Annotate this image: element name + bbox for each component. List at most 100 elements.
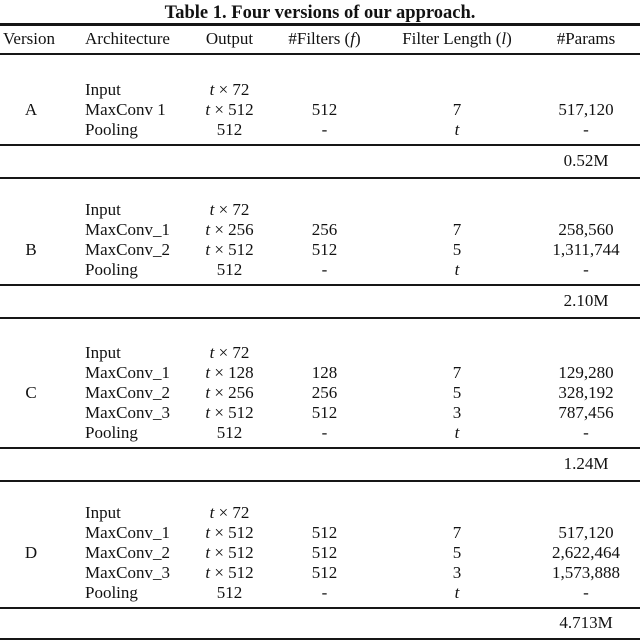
params-cell: - [583, 120, 589, 139]
filter-length-cell [382, 343, 532, 363]
filter-length-cell: 7 [452, 363, 462, 382]
params-cell: 328,192 [558, 383, 614, 402]
output-cell: 512 [216, 120, 243, 139]
version-section: D Input t × 72 MaxConv_1 t × 512 512 7 517,120 M… [0, 482, 640, 640]
architecture-cell: MaxConv_2 [85, 240, 170, 259]
output-cell: t × 512 [205, 100, 254, 119]
filters-cell: 128 [311, 363, 338, 382]
params-cell [532, 80, 640, 100]
summary-row: 0.52M [0, 146, 640, 177]
section-rule [0, 479, 640, 482]
section-rows: B Input t × 72 MaxConv_1 t × 256 256 7 258,560 M… [0, 179, 640, 284]
section-total: 1.24M [563, 454, 609, 473]
filter-length-cell [382, 80, 532, 100]
architecture-cell: Pooling [85, 260, 138, 279]
architecture-cell: Pooling [85, 583, 138, 602]
params-cell: 787,456 [558, 403, 614, 422]
version-label: D [24, 543, 38, 562]
filter-length-cell: 7 [452, 220, 462, 239]
summary-divider [0, 447, 640, 449]
version-section: C Input t × 72 MaxConv_1 t × 128 128 7 129,280 M… [0, 319, 640, 482]
architecture-cell: Pooling [85, 120, 138, 139]
filter-length-cell: 7 [452, 523, 462, 542]
filter-length-cell: t [454, 423, 460, 442]
column-header-params: #Params [556, 29, 616, 48]
section-rule [0, 637, 640, 640]
section-rule [0, 316, 640, 319]
version-label: A [24, 100, 38, 119]
architecture-cell: MaxConv_2 [85, 383, 170, 402]
filters-cell: 512 [311, 523, 338, 542]
filters-cell: 512 [311, 240, 338, 259]
summary-row: 1.24M [0, 449, 640, 480]
params-cell: - [583, 423, 589, 442]
params-cell: 1,573,888 [552, 563, 620, 582]
output-cell: 512 [216, 583, 243, 602]
column-header-filters: #Filters (f) [288, 29, 361, 48]
summary-divider [0, 284, 640, 286]
filters-cell: - [321, 120, 328, 139]
summary-row: 2.10M [0, 286, 640, 317]
output-cell: t × 512 [205, 240, 254, 259]
version-label: C [25, 383, 37, 402]
filter-length-cell [382, 200, 532, 220]
architecture-cell: MaxConv_1 [85, 220, 170, 239]
output-cell: t × 256 [205, 220, 254, 239]
filters-cell [267, 80, 382, 100]
section-rule [0, 176, 640, 179]
params-cell: 1,311,744 [552, 240, 620, 259]
filters-cell: - [321, 423, 328, 442]
output-cell: 512 [216, 423, 243, 442]
params-cell: - [583, 260, 589, 279]
params-cell [532, 343, 640, 363]
section-total: 4.713M [559, 613, 613, 632]
filters-cell: 256 [311, 383, 338, 402]
architecture-cell: MaxConv_3 [85, 563, 170, 582]
output-cell: t × 72 [209, 200, 250, 219]
column-header-architecture: Architecture [85, 29, 170, 48]
section-rows: D Input t × 72 MaxConv_1 t × 512 512 7 517,120 M… [0, 482, 640, 607]
filters-cell [267, 200, 382, 220]
architecture-cell: MaxConv 1 [85, 100, 166, 119]
output-cell: t × 128 [205, 363, 254, 382]
filters-cell: 512 [311, 403, 338, 422]
summary-row: 4.713M [0, 609, 640, 638]
filter-length-cell: t [454, 120, 460, 139]
filter-length-cell: t [454, 260, 460, 279]
architecture-cell: MaxConv_1 [85, 363, 170, 382]
params-cell [532, 503, 640, 523]
filters-cell: 512 [311, 543, 338, 562]
header-row: Version Architecture Output #Filters (f)… [0, 26, 640, 53]
filter-length-cell: 5 [452, 383, 462, 402]
column-header-filter-length: Filter Length (l) [402, 29, 512, 48]
output-cell: t × 72 [209, 343, 250, 362]
output-cell: t × 512 [205, 403, 254, 422]
params-cell: 258,560 [558, 220, 614, 239]
params-cell: 2,622,464 [552, 543, 620, 562]
summary-divider [0, 144, 640, 146]
output-cell: t × 72 [209, 503, 250, 522]
architecture-cell: Input [85, 200, 121, 219]
column-header-output: Output [205, 29, 254, 48]
output-cell: t × 72 [209, 80, 250, 99]
summary-divider [0, 607, 640, 609]
header-rule [0, 52, 640, 55]
filter-length-cell: 3 [452, 563, 462, 582]
output-cell: t × 512 [205, 563, 254, 582]
output-cell: t × 512 [205, 523, 254, 542]
architecture-cell: Pooling [85, 423, 138, 442]
architecture-cell: MaxConv_2 [85, 543, 170, 562]
params-cell [532, 200, 640, 220]
version-label: B [25, 240, 37, 259]
filter-length-cell: 5 [452, 543, 462, 562]
filters-cell: 256 [311, 220, 338, 239]
filters-cell: 512 [311, 100, 338, 119]
params-cell: 129,280 [558, 363, 614, 382]
output-cell: t × 512 [205, 543, 254, 562]
architecture-cell: MaxConv_3 [85, 403, 170, 422]
architecture-cell: Input [85, 80, 121, 99]
